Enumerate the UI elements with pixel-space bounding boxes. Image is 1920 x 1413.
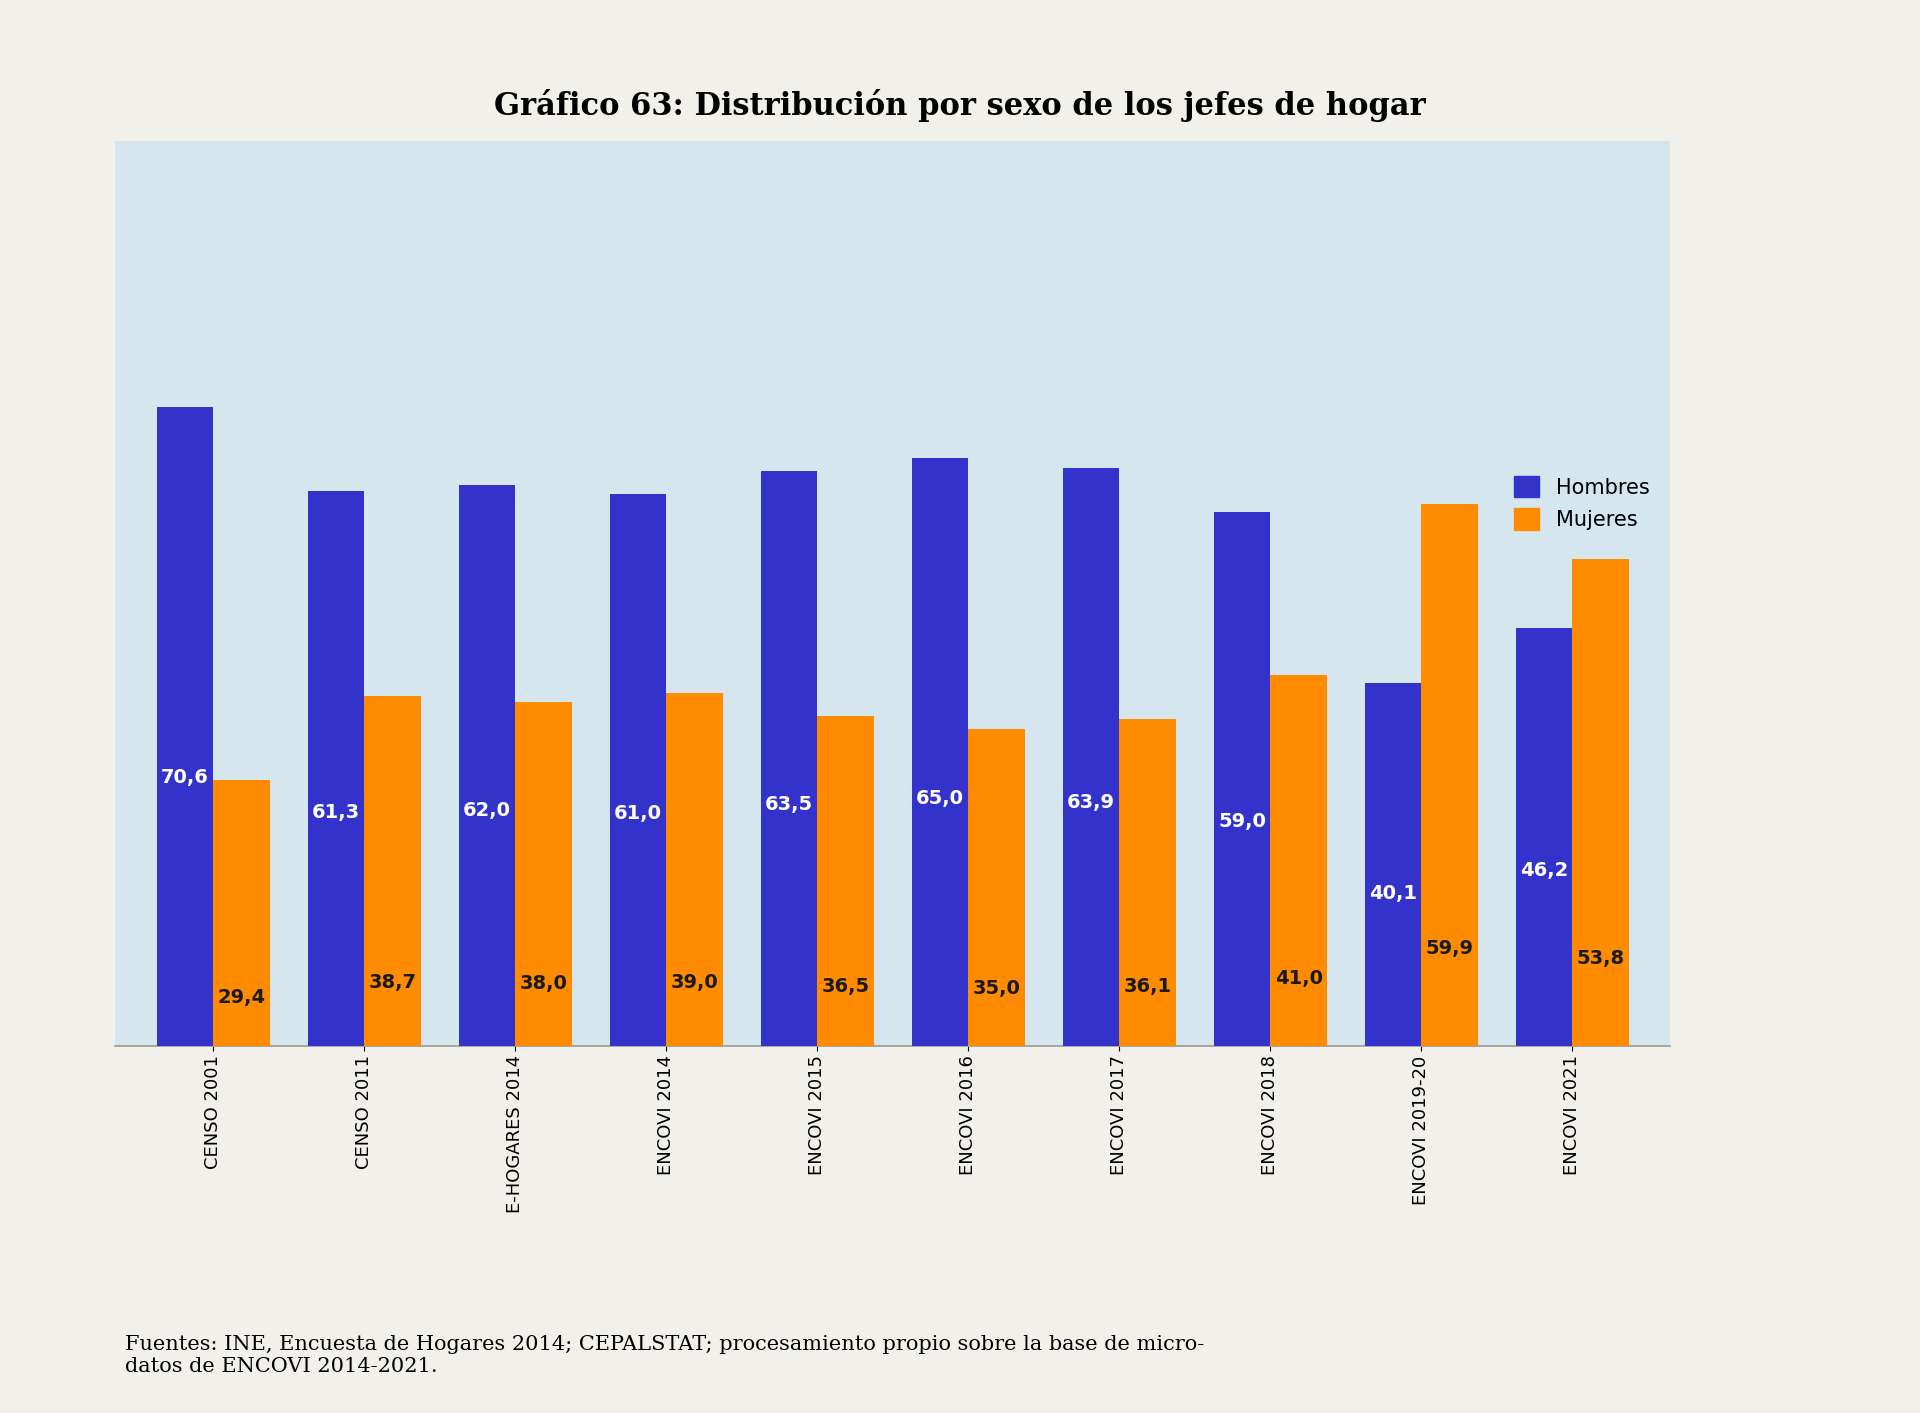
Bar bbox=[1062, 468, 1119, 1046]
Bar bbox=[1515, 627, 1572, 1046]
Bar bbox=[365, 695, 420, 1046]
Bar bbox=[1421, 504, 1478, 1046]
Text: 46,2: 46,2 bbox=[1521, 861, 1569, 880]
Text: Gráfico 63: Distribución por sexo de los jefes de hogar: Gráfico 63: Distribución por sexo de los… bbox=[493, 89, 1427, 123]
Text: 41,0: 41,0 bbox=[1275, 969, 1323, 988]
Text: 38,0: 38,0 bbox=[520, 975, 568, 993]
Bar bbox=[1365, 682, 1421, 1046]
Text: 61,3: 61,3 bbox=[311, 804, 361, 822]
Bar bbox=[213, 780, 271, 1046]
Bar bbox=[515, 702, 572, 1046]
Text: 36,1: 36,1 bbox=[1123, 978, 1171, 996]
Text: 53,8: 53,8 bbox=[1576, 948, 1624, 968]
Bar bbox=[1119, 719, 1175, 1046]
Text: 38,7: 38,7 bbox=[369, 974, 417, 992]
Bar bbox=[459, 485, 515, 1046]
Text: 59,0: 59,0 bbox=[1217, 812, 1265, 831]
Text: 63,5: 63,5 bbox=[764, 796, 812, 814]
Bar bbox=[1213, 512, 1271, 1046]
Text: 29,4: 29,4 bbox=[217, 988, 265, 1007]
Text: 62,0: 62,0 bbox=[463, 801, 511, 820]
Text: 59,9: 59,9 bbox=[1425, 938, 1473, 958]
Bar bbox=[818, 715, 874, 1046]
Text: 40,1: 40,1 bbox=[1369, 883, 1417, 903]
Text: 63,9: 63,9 bbox=[1068, 794, 1116, 812]
Bar bbox=[1271, 675, 1327, 1046]
Bar bbox=[968, 729, 1025, 1046]
Bar bbox=[157, 407, 213, 1046]
Text: 36,5: 36,5 bbox=[822, 976, 870, 996]
Text: 35,0: 35,0 bbox=[973, 979, 1021, 998]
Text: 70,6: 70,6 bbox=[161, 769, 209, 787]
Text: 65,0: 65,0 bbox=[916, 790, 964, 808]
Bar bbox=[307, 492, 365, 1046]
Legend: Hombres, Mujeres: Hombres, Mujeres bbox=[1503, 466, 1661, 540]
Text: 61,0: 61,0 bbox=[614, 804, 662, 824]
Bar bbox=[912, 458, 968, 1046]
Bar bbox=[760, 472, 818, 1046]
Bar bbox=[1572, 560, 1628, 1046]
Text: 39,0: 39,0 bbox=[670, 972, 718, 992]
Bar bbox=[611, 495, 666, 1046]
Bar bbox=[666, 692, 724, 1046]
Text: Fuentes: INE, Encuesta de Hogares 2014; CEPALSTAT; procesamiento propio sobre la: Fuentes: INE, Encuesta de Hogares 2014; … bbox=[125, 1335, 1204, 1376]
